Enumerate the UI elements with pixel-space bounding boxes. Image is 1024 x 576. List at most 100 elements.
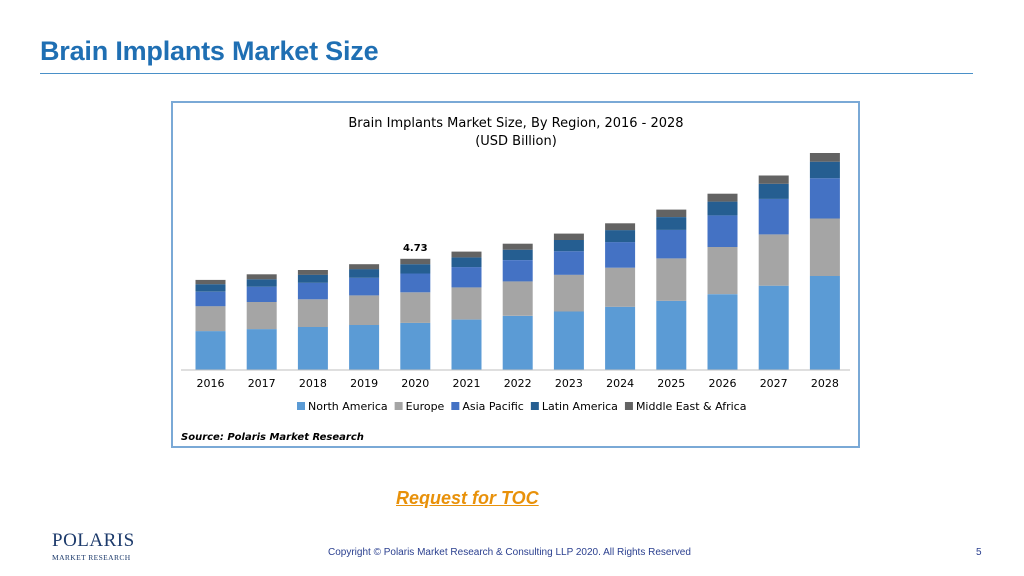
bar-segment xyxy=(809,161,840,179)
bar-segment xyxy=(502,243,533,250)
bar-segment xyxy=(605,242,636,268)
bar-segment xyxy=(195,331,226,370)
bar-segment xyxy=(758,285,789,370)
bar-segment xyxy=(656,258,687,301)
chart-source: Source: Polaris Market Research xyxy=(181,432,364,443)
bar-segment xyxy=(400,264,431,274)
bar-segment xyxy=(195,284,226,292)
legend-label: Latin America xyxy=(542,400,618,413)
bar-segment xyxy=(349,324,380,370)
x-tick-label: 2026 xyxy=(709,377,737,390)
bar-segment xyxy=(656,209,687,217)
bar-segment xyxy=(195,306,226,332)
x-tick-label: 2025 xyxy=(657,377,685,390)
bar-segment xyxy=(400,273,431,293)
bar-segment xyxy=(451,319,482,370)
bar-segment xyxy=(707,247,738,295)
legend-swatch xyxy=(297,402,305,410)
bar-segment xyxy=(502,281,533,316)
chart-subtitle: (USD Billion) xyxy=(475,134,557,149)
bar-segment xyxy=(246,274,277,280)
bar-segment xyxy=(502,315,533,370)
stacked-bar-chart: Brain Implants Market Size, By Region, 2… xyxy=(181,116,850,443)
chart-frame: Brain Implants Market Size, By Region, 2… xyxy=(171,101,860,448)
bar-segment xyxy=(349,264,380,270)
bar-segment xyxy=(758,183,789,199)
bar-segment xyxy=(451,251,482,258)
x-tick-label: 2028 xyxy=(811,377,839,390)
legend-label: Europe xyxy=(406,400,445,413)
annotations: 4.73 xyxy=(403,243,428,254)
bar-segment xyxy=(400,292,431,323)
bar-segment xyxy=(400,322,431,370)
bar-segment xyxy=(758,198,789,235)
bar-segment xyxy=(297,299,328,327)
bar-segment xyxy=(246,286,277,302)
bar-segment xyxy=(349,269,380,278)
data-label: 4.73 xyxy=(403,243,428,254)
x-tick-label: 2021 xyxy=(453,377,481,390)
bar-segment xyxy=(707,201,738,216)
bar-segment xyxy=(656,300,687,370)
x-tick-label: 2018 xyxy=(299,377,327,390)
bar-segment xyxy=(297,282,328,300)
logo-wordmark: POLARIS xyxy=(52,530,135,551)
page-number: 5 xyxy=(976,547,982,558)
bar-segment xyxy=(553,233,584,240)
bar-segment xyxy=(349,295,380,325)
bar-segment xyxy=(809,218,840,276)
x-tick-labels: 2016 2017 2018 2019 2020 2021 2022 2023 2024 2025… xyxy=(197,377,839,390)
bar-segment xyxy=(758,175,789,184)
bar-segment xyxy=(195,291,226,307)
bar-segment xyxy=(605,230,636,243)
bar-segment xyxy=(246,302,277,330)
chart-title: Brain Implants Market Size, By Region, 2… xyxy=(348,116,683,131)
legend-swatch xyxy=(624,402,633,410)
bar-segment xyxy=(502,260,533,282)
polaris-logo: POLARIS MARKET RESEARCH xyxy=(52,530,135,562)
bar-segment xyxy=(553,274,584,312)
bar-segment xyxy=(297,270,328,275)
bar-segment xyxy=(297,327,328,370)
x-tick-label: 2024 xyxy=(606,377,634,390)
legend-swatch xyxy=(451,402,460,410)
x-tick-label: 2020 xyxy=(401,377,429,390)
bar-segment xyxy=(758,234,789,286)
bar-segment xyxy=(809,276,840,370)
bar-segment xyxy=(553,251,584,275)
bar-segment xyxy=(553,311,584,370)
bar-segment xyxy=(809,178,840,219)
bar-segment xyxy=(246,329,277,370)
logo-tagline: MARKET RESEARCH xyxy=(52,553,131,562)
x-tick-label: 2017 xyxy=(248,377,276,390)
bar-segment xyxy=(707,215,738,247)
page-title: Brain Implants Market Size xyxy=(40,36,379,66)
legend-label: Asia Pacific xyxy=(462,400,524,413)
bar-segment xyxy=(246,279,277,287)
bar-segment xyxy=(707,294,738,370)
x-tick-label: 2023 xyxy=(555,377,583,390)
request-toc-link[interactable]: Request for TOC xyxy=(396,488,539,508)
bar-segment xyxy=(656,217,687,230)
bar-segment xyxy=(656,229,687,259)
x-tick-label: 2027 xyxy=(760,377,788,390)
x-tick-label: 2022 xyxy=(504,377,532,390)
bar-segment xyxy=(297,274,328,283)
legend-label: North America xyxy=(308,400,388,413)
bar-segment xyxy=(349,277,380,296)
chart-legend: North America Europe Asia Pacific Latin Ame… xyxy=(297,400,746,413)
bar-segment xyxy=(400,258,431,265)
bar-segment xyxy=(451,287,482,320)
bar-segment xyxy=(605,223,636,231)
bar-segment xyxy=(451,267,482,288)
bar-segment xyxy=(502,249,533,260)
copyright-text: Copyright © Polaris Market Research & Co… xyxy=(328,547,691,558)
x-tick-label: 2019 xyxy=(350,377,378,390)
x-tick-label: 2016 xyxy=(197,377,225,390)
bar-segment xyxy=(809,153,840,162)
bar-segment xyxy=(605,267,636,307)
legend-swatch xyxy=(530,402,539,410)
bar-segment xyxy=(195,279,226,285)
bar-segment xyxy=(553,240,584,252)
bar-segment xyxy=(707,193,738,202)
